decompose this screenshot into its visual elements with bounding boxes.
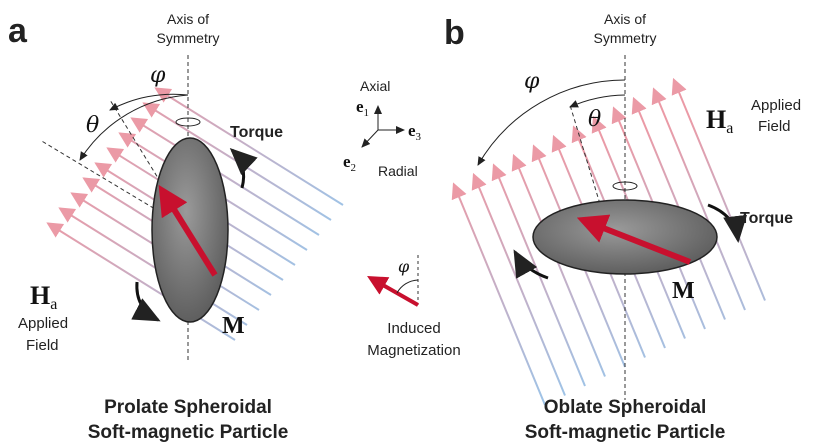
field-line: [58, 207, 248, 326]
field-symbol: Ha: [706, 105, 733, 137]
field-label: Field: [758, 118, 791, 135]
legend-arc: [396, 279, 419, 294]
rotation-indicator: [612, 181, 638, 191]
basis-e2: e2: [343, 152, 356, 174]
field-line: [471, 172, 566, 396]
field-symbol: Ha: [30, 281, 57, 313]
moment-symbol: M: [672, 278, 695, 304]
panel-label: b: [444, 14, 465, 52]
radial-label: Radial: [378, 163, 418, 179]
torque-label: Torque: [230, 124, 283, 141]
field-line: [451, 182, 546, 406]
theta-symbol: θ: [588, 107, 601, 132]
axis-label: Axis of: [167, 11, 209, 27]
axis-label: Symmetry: [594, 30, 657, 46]
phi-symbol: φ: [150, 63, 166, 88]
field-label: Applied: [18, 315, 68, 332]
axis-label: Symmetry: [157, 30, 220, 46]
axial-label: Axial: [360, 78, 390, 94]
field-label: Field: [26, 337, 59, 354]
caption: Soft-magnetic Particle: [88, 422, 289, 443]
theta-arc: [569, 94, 626, 108]
phi-arc: [477, 79, 626, 166]
field-line: [511, 153, 606, 377]
panel-label: a: [8, 12, 28, 50]
magnetization-arrow: [158, 184, 218, 277]
axis-arrow: [361, 129, 379, 148]
field-line: [651, 87, 746, 311]
torque-arrow: [131, 281, 161, 322]
field-line: [154, 87, 344, 206]
field-label: Applied: [751, 97, 801, 114]
legend-label: Magnetization: [367, 342, 460, 359]
basis-e3: e3: [408, 121, 422, 143]
legend-symbol: φ: [398, 257, 410, 276]
phi-arc: [109, 93, 189, 111]
torque-arrow: [513, 249, 549, 280]
caption: Soft-magnetic Particle: [525, 422, 726, 443]
moment-symbol: M: [222, 313, 245, 339]
field-line: [130, 117, 320, 236]
rotation-indicator: [175, 117, 201, 127]
torque-arrow: [229, 147, 258, 189]
legend-arrow: [367, 276, 419, 307]
field-line: [671, 77, 766, 301]
torque-label: Torque: [740, 210, 793, 227]
phi-symbol: φ: [524, 69, 540, 94]
theta-arc: [79, 94, 189, 161]
basis-e1: e1: [356, 97, 369, 119]
theta-symbol: θ: [86, 113, 99, 138]
field-line: [46, 222, 236, 341]
axis-label: Axis of: [604, 11, 646, 27]
caption: Oblate Spheroidal: [544, 397, 707, 418]
guide-line: [109, 99, 191, 231]
torque-arrow: [707, 203, 748, 243]
magnetization-arrow: [576, 214, 692, 265]
legend-label: Induced: [387, 320, 440, 337]
caption: Prolate Spheroidal: [104, 397, 272, 418]
